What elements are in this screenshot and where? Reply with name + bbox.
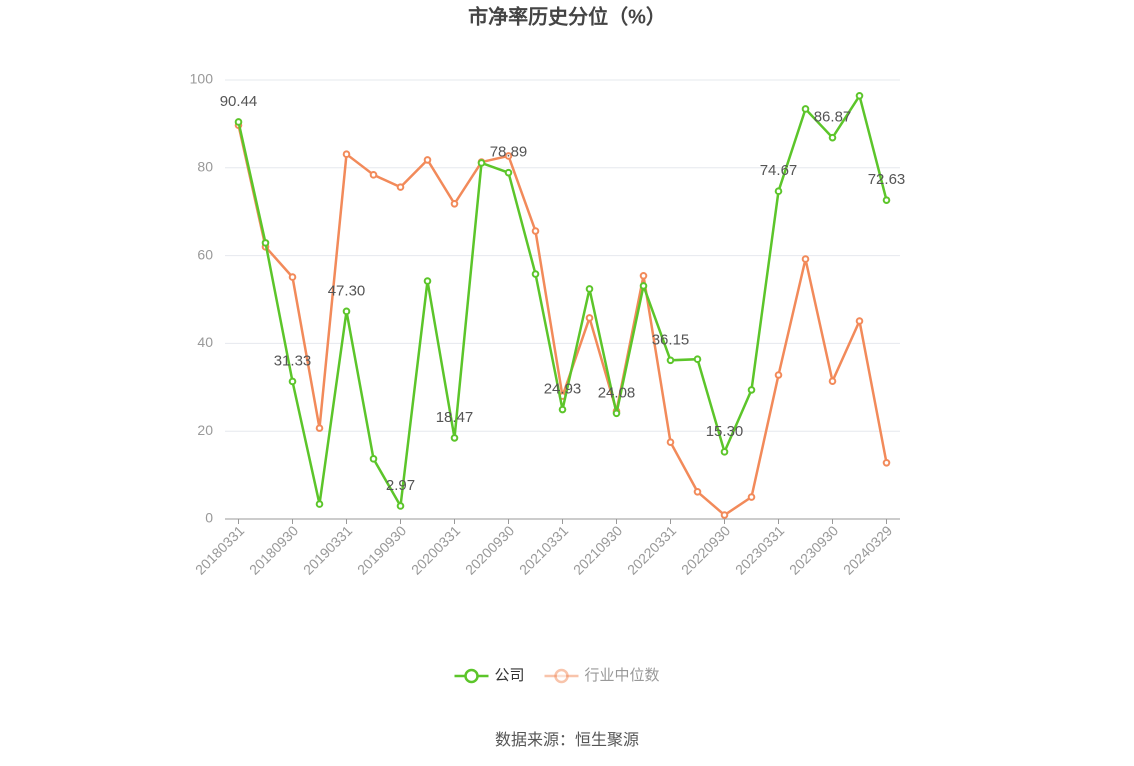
point bbox=[234, 118, 243, 126]
point bbox=[504, 152, 513, 160]
point bbox=[801, 105, 810, 113]
point bbox=[261, 239, 270, 247]
data-label: 31.33 bbox=[274, 352, 312, 369]
point bbox=[585, 314, 594, 322]
point bbox=[342, 307, 351, 316]
y-tick-label: 80 bbox=[197, 159, 213, 175]
x-tick-label: 20210930 bbox=[570, 522, 626, 578]
point bbox=[801, 255, 810, 263]
point bbox=[315, 424, 324, 432]
point bbox=[288, 377, 297, 386]
point bbox=[774, 371, 783, 379]
x-tick-label: 20220930 bbox=[678, 522, 734, 578]
point bbox=[855, 92, 864, 100]
y-tick-label: 0 bbox=[205, 510, 213, 526]
point bbox=[828, 377, 837, 385]
point bbox=[531, 270, 540, 278]
legend-label: 公司 bbox=[495, 667, 525, 684]
point bbox=[882, 196, 891, 204]
point bbox=[423, 277, 432, 285]
data-label: 74.67 bbox=[760, 162, 798, 179]
point bbox=[693, 487, 702, 496]
x-tick-label: 20180930 bbox=[246, 522, 302, 578]
data-label: 86.87 bbox=[814, 109, 852, 126]
point bbox=[423, 156, 432, 164]
data-label: 36.15 bbox=[652, 331, 690, 348]
data-label: 2.97 bbox=[386, 477, 415, 494]
x-tick-label: 20220331 bbox=[624, 522, 680, 578]
legend-marker bbox=[554, 668, 569, 684]
series-line bbox=[237, 92, 888, 510]
point bbox=[504, 168, 513, 177]
point bbox=[396, 502, 405, 510]
x-tick-label: 20180331 bbox=[192, 522, 248, 578]
data-label: 24.08 bbox=[598, 384, 636, 401]
point bbox=[639, 271, 648, 280]
point bbox=[666, 438, 675, 446]
x-tick-label: 20240329 bbox=[840, 522, 896, 578]
point bbox=[369, 171, 378, 179]
data-label: 15.30 bbox=[706, 423, 744, 440]
point bbox=[342, 150, 351, 158]
data-label: 24.93 bbox=[544, 381, 582, 398]
point bbox=[882, 459, 891, 467]
point bbox=[855, 317, 864, 325]
data-label: 47.30 bbox=[328, 282, 366, 299]
point bbox=[396, 183, 405, 191]
point bbox=[720, 511, 729, 519]
x-tick-label: 20190930 bbox=[354, 522, 410, 578]
x-tick-label: 20200930 bbox=[462, 522, 518, 578]
point bbox=[747, 386, 756, 394]
point bbox=[720, 448, 729, 456]
point bbox=[747, 493, 756, 501]
point bbox=[693, 355, 702, 364]
x-tick-label: 20230331 bbox=[732, 522, 788, 578]
x-tick-label: 20210331 bbox=[516, 522, 572, 578]
point bbox=[639, 282, 648, 290]
chart-title: 市净率历史分位（%） bbox=[468, 4, 666, 28]
x-tick-label: 20190331 bbox=[300, 522, 356, 578]
point bbox=[369, 455, 378, 463]
point bbox=[450, 199, 459, 208]
x-tick-label: 20200331 bbox=[408, 522, 464, 578]
point bbox=[450, 434, 459, 442]
data-label: 72.63 bbox=[868, 171, 906, 188]
legend-marker bbox=[464, 668, 479, 684]
point bbox=[666, 356, 675, 365]
data-label: 78.89 bbox=[490, 144, 528, 161]
source: 数据来源：恒生聚源 bbox=[495, 731, 639, 749]
point bbox=[531, 227, 540, 235]
point bbox=[558, 405, 567, 414]
point bbox=[288, 273, 297, 281]
point bbox=[315, 500, 324, 508]
point bbox=[774, 187, 783, 195]
data-label: 18.47 bbox=[436, 409, 474, 426]
y-tick-label: 40 bbox=[197, 334, 213, 350]
y-tick-label: 60 bbox=[197, 246, 213, 262]
y-tick-label: 20 bbox=[197, 422, 213, 438]
y-tick-label: 100 bbox=[190, 71, 214, 87]
point bbox=[585, 285, 594, 293]
x-tick-label: 20230930 bbox=[786, 522, 842, 578]
point bbox=[612, 409, 621, 418]
legend-label: 行业中位数 bbox=[585, 667, 660, 684]
point bbox=[477, 159, 486, 167]
data-label: 90.44 bbox=[220, 93, 258, 110]
point bbox=[828, 133, 837, 142]
series-line bbox=[237, 124, 888, 517]
